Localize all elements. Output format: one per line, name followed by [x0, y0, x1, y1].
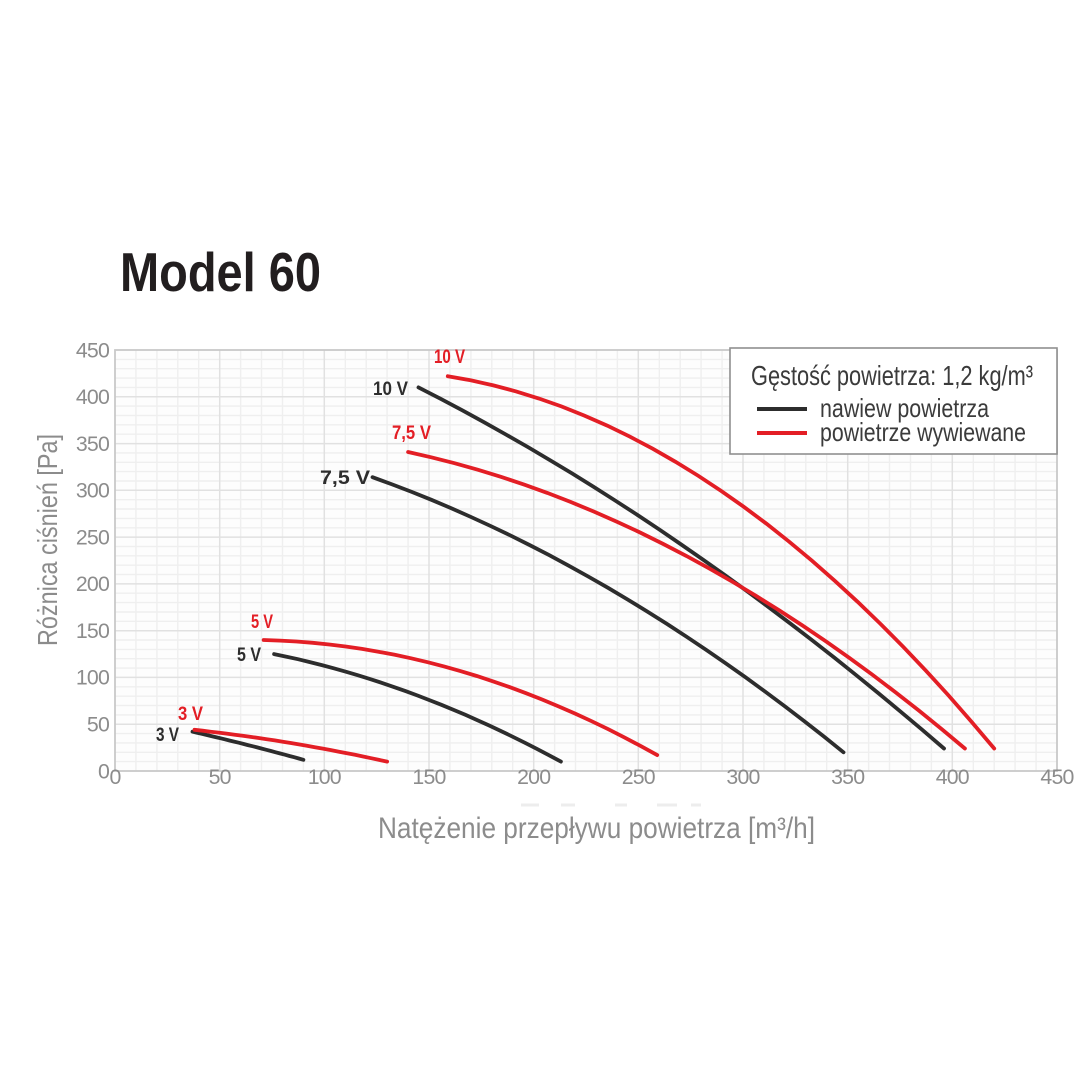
svg-text:250: 250: [76, 525, 110, 549]
svg-text:3 V: 3 V: [178, 704, 203, 725]
svg-text:powietrze wywiewane: powietrze wywiewane: [820, 417, 1026, 447]
svg-text:Natężenie przepływu powietrza: Natężenie przepływu powietrza [m³/h]: [378, 812, 815, 845]
svg-text:400: 400: [936, 765, 970, 789]
svg-text:400: 400: [76, 385, 110, 409]
svg-text:5 V: 5 V: [237, 645, 261, 666]
svg-text:nawiew powietrza: nawiew powietrza: [820, 393, 989, 423]
svg-text:Różnica ciśnień [Pa]: Różnica ciśnień [Pa]: [32, 434, 63, 646]
svg-text:7,5 V: 7,5 V: [320, 468, 370, 489]
svg-text:450: 450: [1040, 765, 1074, 789]
svg-text:7,5 V: 7,5 V: [392, 423, 431, 444]
svg-text:150: 150: [412, 765, 446, 789]
svg-text:350: 350: [831, 765, 865, 789]
svg-text:200: 200: [76, 572, 110, 596]
svg-text:100: 100: [308, 765, 342, 789]
svg-text:50: 50: [87, 713, 110, 737]
svg-text:350: 350: [76, 432, 110, 456]
svg-text:10 V: 10 V: [434, 347, 465, 368]
svg-text:250: 250: [622, 765, 656, 789]
svg-text:50: 50: [209, 765, 232, 789]
svg-text:Model 60: Model 60: [120, 241, 321, 303]
svg-text:Gęstość powietrza: 1,2 kg/m³: Gęstość powietrza: 1,2 kg/m³: [751, 360, 1033, 391]
svg-text:150: 150: [76, 619, 110, 643]
svg-text:300: 300: [76, 479, 110, 503]
svg-text:3 V: 3 V: [156, 725, 179, 746]
svg-text:100: 100: [76, 666, 110, 690]
svg-text:0: 0: [109, 765, 121, 789]
svg-text:10 V: 10 V: [373, 379, 408, 400]
svg-text:0: 0: [98, 759, 110, 783]
svg-text:450: 450: [76, 338, 110, 362]
svg-text:200: 200: [517, 765, 551, 789]
svg-text:300: 300: [726, 765, 760, 789]
svg-text:5 V: 5 V: [251, 612, 273, 633]
